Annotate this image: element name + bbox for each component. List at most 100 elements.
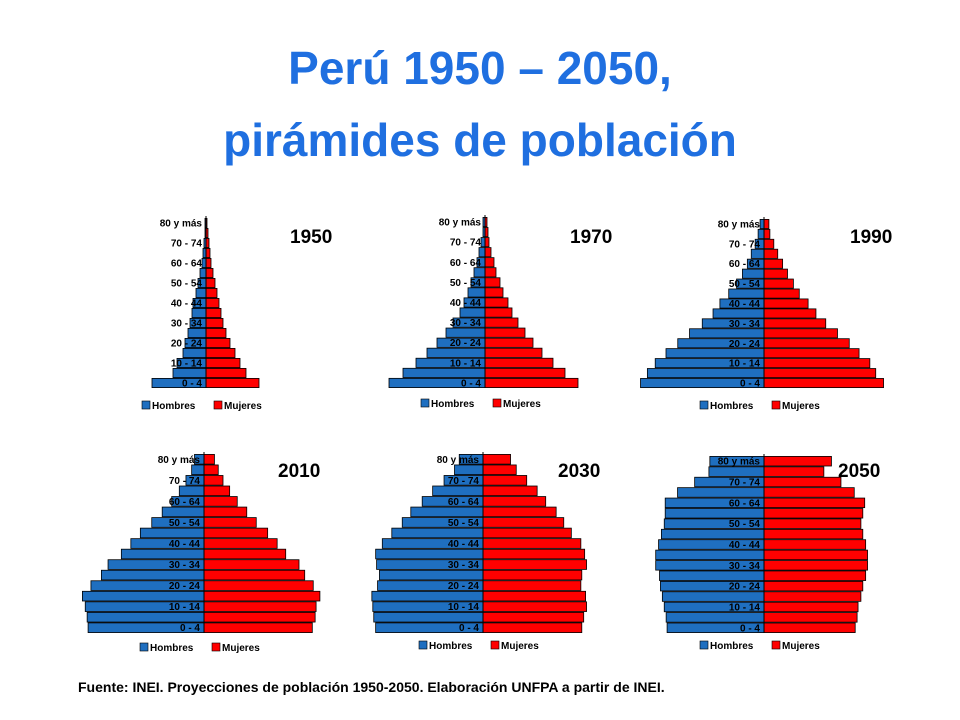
bar-mujeres	[763, 258, 784, 269]
bar-hombres	[445, 327, 486, 338]
bar-hombres	[82, 590, 205, 602]
bar-mujeres	[203, 517, 257, 528]
tick-label: 50 - 54	[171, 279, 203, 290]
tick-label: 60 - 64	[448, 497, 480, 508]
pyramid-svg: 0 - 4 10 - 14 20 - 24 30 - 34 40 - 44 50 - 54…	[82, 452, 321, 654]
bar-mujeres	[484, 367, 566, 378]
chart-year-title: 1990	[850, 227, 892, 248]
bar-hombres	[100, 569, 205, 581]
bar-hombres	[120, 548, 205, 560]
bar-mujeres	[484, 237, 490, 248]
bar-mujeres	[203, 464, 219, 476]
legend-label-mujeres: Mujeres	[222, 643, 260, 654]
tick-label: 50 - 54	[448, 518, 480, 529]
bar-mujeres	[763, 298, 809, 309]
bar-hombres	[172, 367, 207, 378]
bar-mujeres	[205, 288, 218, 299]
tick-label: 70 - 74	[448, 476, 480, 487]
bar-mujeres	[203, 569, 306, 581]
bar-mujeres	[763, 591, 862, 602]
bar-mujeres	[763, 278, 794, 289]
bar-mujeres	[205, 328, 227, 339]
chart-year-title: 2010	[278, 461, 320, 482]
page-title-line-1: Perú 1950 – 2050,	[288, 42, 672, 94]
bar-mujeres	[482, 517, 565, 528]
bar-mujeres	[763, 508, 864, 519]
bar-hombres	[646, 368, 765, 379]
legend-label-hombres: Hombres	[429, 641, 473, 652]
bar-hombres	[759, 218, 765, 229]
tick-label: 10 - 14	[729, 602, 761, 613]
pyramid-chart-2030: 0 - 4 10 - 14 20 - 24 30 - 34 40 - 44 50 - 54…	[371, 440, 648, 660]
bar-mujeres	[482, 538, 582, 549]
bar-mujeres	[484, 297, 509, 308]
legend-swatch-hombres	[418, 640, 428, 650]
bar-mujeres	[205, 367, 247, 378]
bar-mujeres	[482, 622, 583, 633]
bar-mujeres	[205, 258, 212, 269]
bar-hombres	[410, 506, 484, 518]
legend-swatch-hombres	[141, 400, 151, 410]
bar-mujeres	[484, 247, 492, 258]
tick-label: 30 - 34	[171, 319, 203, 330]
tick-label: 0 - 4	[740, 623, 760, 634]
tick-label: 20 - 24	[448, 581, 480, 592]
legend-swatch-hombres	[139, 642, 149, 652]
bar-mujeres	[763, 456, 832, 467]
bar-mujeres	[484, 377, 579, 388]
bar-mujeres	[482, 464, 517, 476]
bar-mujeres	[484, 287, 504, 298]
bar-hombres	[750, 248, 765, 259]
tick-label: 60 - 64	[169, 497, 201, 508]
bar-mujeres	[763, 497, 866, 509]
tick-label: 20 - 24	[729, 582, 761, 593]
bar-mujeres	[484, 337, 534, 348]
pyramid-chart-2010: 0 - 4 10 - 14 20 - 24 30 - 34 40 - 44 50 - 54…	[82, 440, 368, 660]
bar-mujeres	[482, 475, 528, 486]
bar-hombres	[757, 228, 765, 239]
bar-hombres	[661, 591, 765, 602]
legend-swatch-mujeres	[771, 640, 781, 650]
pyramid-chart-1970: 0 - 4 10 - 14 20 - 24 30 - 34 40 - 44 50 - 54…	[388, 205, 648, 425]
tick-label: 60 - 64	[450, 258, 482, 269]
legend-label-hombres: Hombres	[710, 641, 754, 652]
bar-mujeres	[763, 378, 884, 389]
bar-hombres	[371, 590, 484, 602]
tick-label: 70 - 74	[729, 478, 761, 489]
tick-label: 0 - 4	[180, 623, 200, 634]
bar-mujeres	[763, 476, 842, 488]
bar-mujeres	[482, 496, 547, 507]
tick-label: 60 - 64	[729, 259, 761, 270]
bar-hombres	[467, 287, 486, 298]
bar-hombres	[86, 611, 205, 623]
legend-label-mujeres: Mujeres	[782, 641, 820, 652]
pyramid-svg: 0 - 4 10 - 14 20 - 24 30 - 34 40 - 44 50 - 54…	[371, 452, 600, 652]
bar-hombres	[402, 367, 486, 378]
bar-hombres	[379, 569, 484, 581]
tick-label: 30 - 34	[169, 560, 201, 571]
tick-label: 30 - 34	[450, 318, 482, 329]
bar-mujeres	[763, 248, 779, 259]
bar-mujeres	[763, 338, 850, 349]
bar-mujeres	[763, 348, 860, 359]
bar-mujeres	[203, 538, 278, 549]
bar-mujeres	[763, 466, 825, 477]
pyramid-chart-1990: 0 - 4 10 - 14 20 - 24 30 - 34 40 - 44 50 - 54…	[640, 205, 928, 425]
bar-mujeres	[763, 622, 856, 633]
bar-mujeres	[203, 454, 215, 465]
bar-mujeres	[763, 358, 871, 369]
bar-hombres	[659, 570, 765, 581]
legend-swatch-mujeres	[211, 642, 221, 652]
legend-label-mujeres: Mujeres	[501, 641, 539, 652]
bar-mujeres	[482, 569, 583, 581]
tick-label: 40 - 44	[729, 299, 761, 310]
tick-label: 20 - 24	[171, 339, 203, 350]
tick-label: 50 - 54	[450, 278, 482, 289]
bar-hombres	[665, 348, 765, 359]
bar-mujeres	[763, 228, 771, 239]
bar-mujeres	[763, 288, 800, 299]
bar-hombres	[373, 611, 484, 623]
bar-hombres	[182, 347, 207, 358]
legend-label-mujeres: Mujeres	[782, 401, 820, 412]
bar-hombres	[426, 347, 486, 358]
